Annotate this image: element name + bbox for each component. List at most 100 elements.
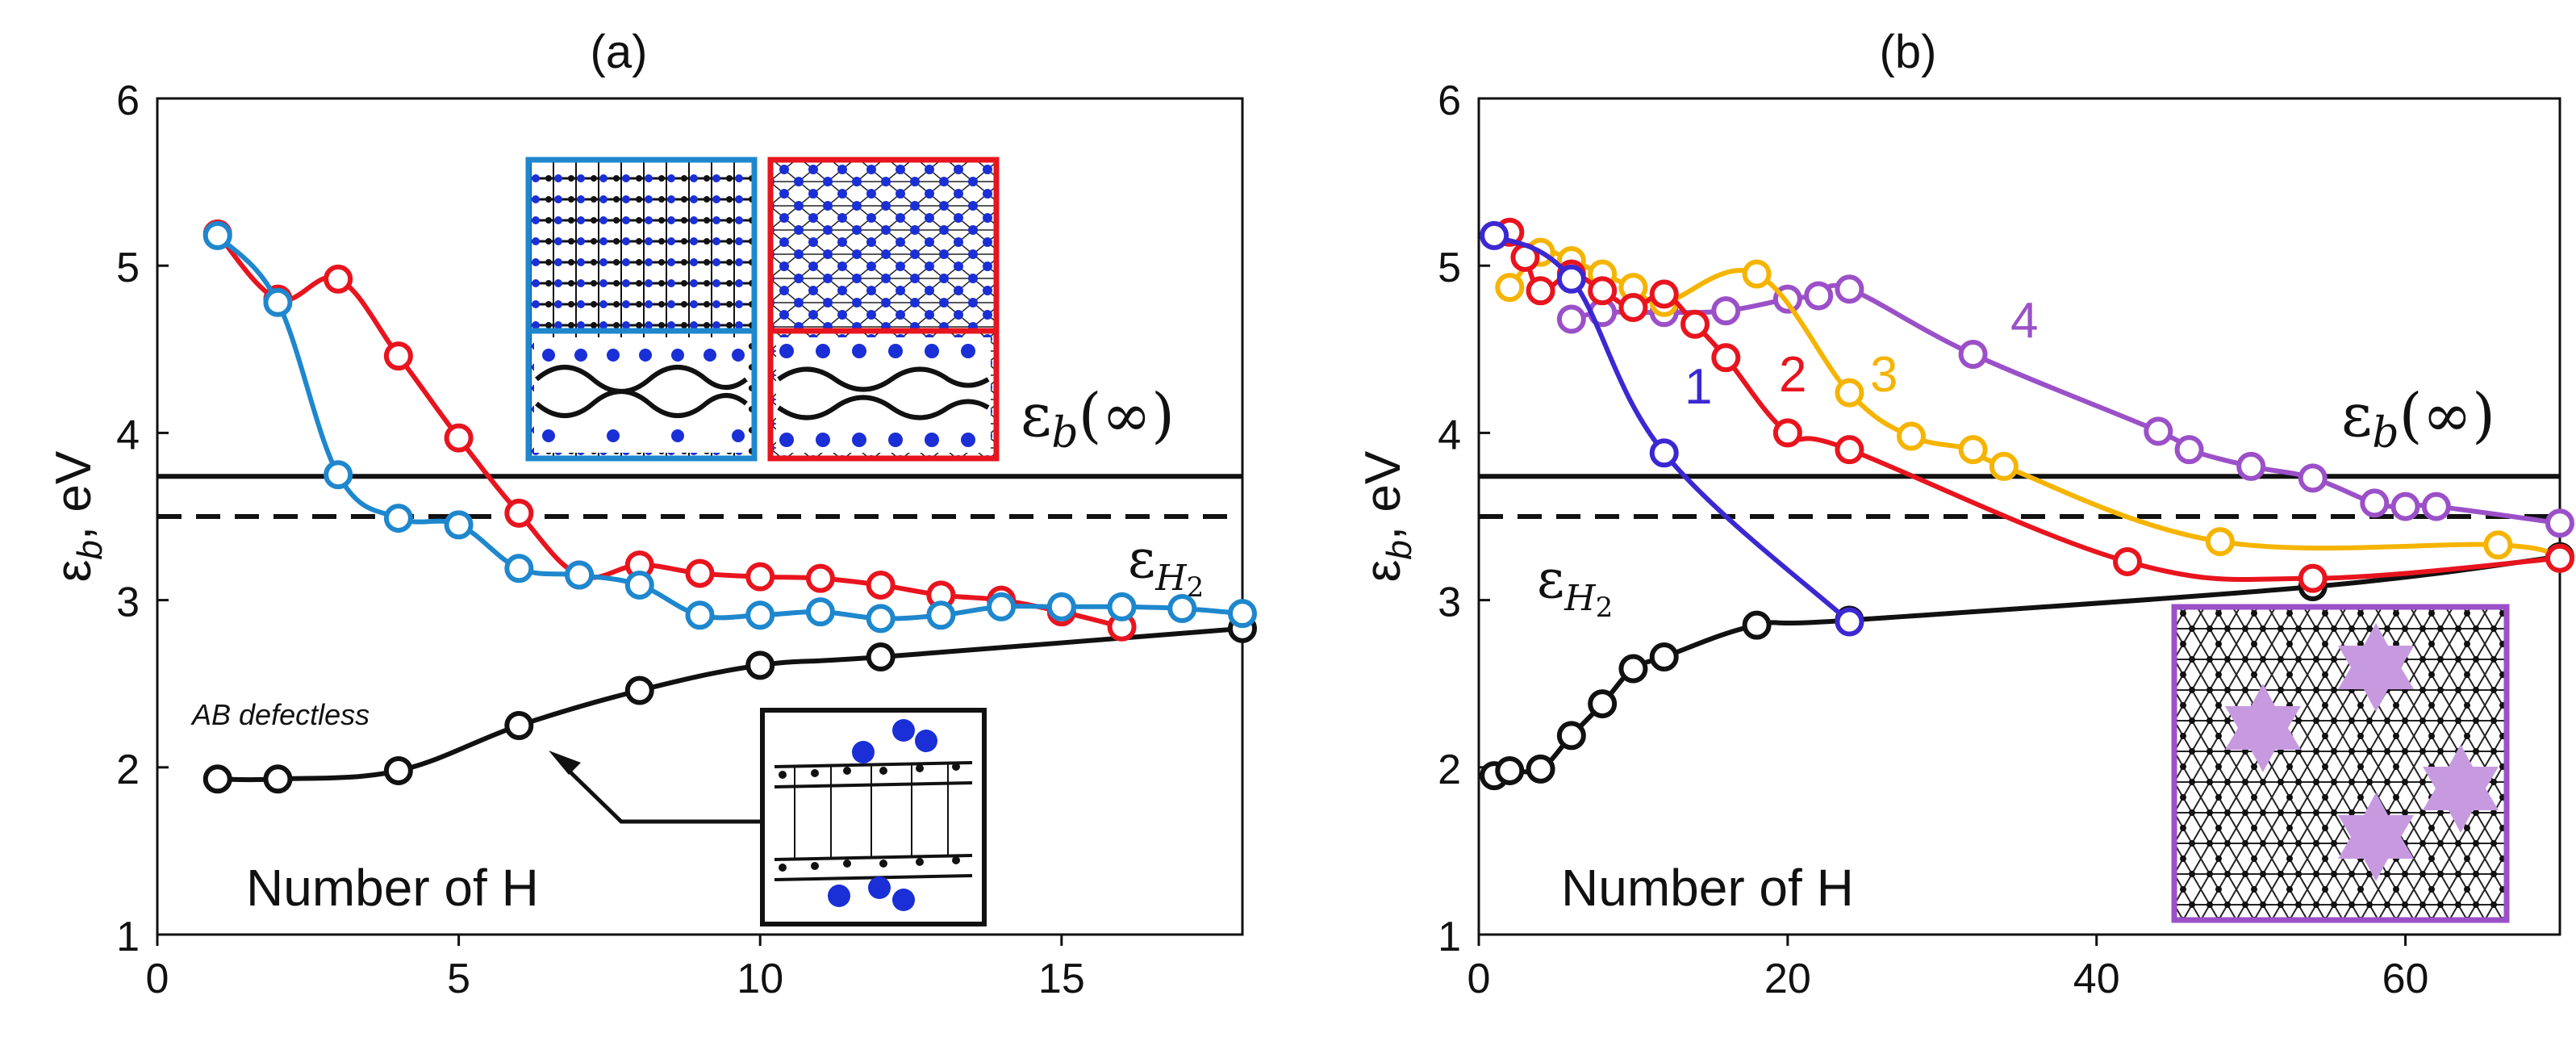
data-point-4 — [2298, 463, 2328, 493]
y-tick-label: 6 — [116, 77, 140, 124]
data-point-blue — [987, 592, 1017, 621]
data-point-black — [1742, 610, 1772, 640]
data-point-4 — [1711, 296, 1741, 326]
panel-a-y-ticks: 1 2 3 4 5 6 — [116, 77, 169, 960]
y-tick-label: 1 — [1438, 914, 1461, 960]
data-point-4 — [2390, 491, 2420, 521]
panel-a-series — [202, 219, 1257, 794]
data-point-black — [745, 650, 775, 680]
data-point-1 — [1556, 264, 1586, 294]
panel-b-series — [1480, 217, 2574, 791]
panel-a-eh2-label: εH2 — [1128, 528, 1204, 604]
panel-b-y-axis-label: εb, eV — [1355, 450, 1419, 582]
data-point-blue — [324, 460, 353, 490]
data-point-black — [1649, 642, 1679, 672]
data-point-blue — [1107, 592, 1137, 621]
y-tick-label: 4 — [116, 412, 140, 458]
panel-a-annotation: AB defectless — [190, 698, 369, 731]
panel-a-eb-infinity-label: εb(∞) — [1021, 381, 1175, 458]
y-tick-label: 5 — [1438, 245, 1461, 291]
data-point-blue — [805, 597, 835, 627]
x-tick-label: 10 — [737, 956, 783, 1002]
x-tick-label: 20 — [1764, 956, 1811, 1002]
data-point-red — [805, 563, 835, 593]
data-point-blue — [565, 560, 595, 590]
data-point-2 — [1649, 279, 1679, 309]
data-point-black — [504, 711, 534, 740]
data-point-red — [745, 562, 775, 592]
data-point-4 — [2144, 416, 2173, 446]
data-point-2 — [2113, 546, 2142, 576]
series-label-4: 4 — [2010, 293, 2038, 349]
data-point-3 — [1742, 259, 1772, 289]
panel-b-x-axis-label: Number of H — [1561, 859, 1854, 917]
x-tick-label: 0 — [146, 956, 169, 1002]
y-tick-label: 4 — [1438, 412, 1461, 458]
panel-b: (b) 1 2 3 4 5 6 0 20 40 60 εb, eV εb(∞) εH2 Numb… — [1355, 26, 2574, 1002]
x-tick-label: 15 — [1038, 956, 1085, 1002]
panel-a-inset-red — [767, 157, 1000, 462]
data-point-3 — [1989, 451, 2019, 481]
panel-b-eh2-label: εH2 — [1537, 548, 1613, 624]
data-point-4 — [2360, 488, 2390, 518]
data-point-black — [1588, 689, 1618, 719]
panel-a-x-axis-label: Number of H — [246, 859, 539, 917]
data-point-black — [866, 642, 896, 672]
data-point-black — [1556, 721, 1586, 751]
panel-b-x-ticks: 0 20 40 60 — [1468, 935, 2429, 1002]
data-point-3 — [1958, 435, 1988, 465]
data-point-1 — [1480, 220, 1509, 250]
panel-a-title: (a) — [591, 26, 648, 78]
data-point-4 — [1958, 340, 1988, 370]
data-point-4 — [2236, 451, 2266, 481]
y-tick-label: 5 — [116, 245, 140, 291]
data-point-blue — [202, 220, 232, 250]
data-point-3 — [2205, 527, 2235, 557]
panel-b-inset-kagome — [2171, 604, 2510, 923]
data-point-black — [263, 764, 293, 794]
panel-a-arrow — [563, 765, 762, 824]
data-point-1 — [1835, 607, 1864, 637]
y-tick-label: 3 — [116, 579, 140, 626]
data-point-4 — [2545, 508, 2574, 538]
x-tick-label: 60 — [2382, 956, 2429, 1002]
data-point-2 — [2545, 543, 2574, 573]
x-tick-label: 0 — [1468, 956, 1491, 1002]
data-point-3 — [1897, 421, 1926, 451]
panel-a-inset-ab-structure — [760, 708, 987, 926]
panel-a-inset-blue — [525, 157, 758, 462]
data-point-red — [866, 570, 896, 600]
x-tick-label: 5 — [447, 956, 470, 1002]
data-point-red — [504, 498, 534, 528]
data-point-2 — [2298, 563, 2328, 593]
y-tick-label: 1 — [116, 914, 140, 960]
x-tick-label: 40 — [2073, 956, 2120, 1002]
panel-a-x-ticks: 0 5 10 15 — [146, 935, 1085, 1002]
data-point-2 — [1711, 343, 1741, 373]
y-tick-label: 2 — [1438, 747, 1461, 793]
series-label-2: 2 — [1779, 347, 1806, 403]
data-point-blue — [1046, 592, 1076, 621]
data-point-black — [202, 764, 232, 794]
data-point-black — [383, 755, 413, 785]
data-point-blue — [745, 600, 775, 630]
data-point-4 — [1556, 304, 1586, 334]
data-point-black — [1618, 654, 1648, 684]
data-point-blue — [383, 504, 413, 533]
data-point-3 — [1835, 378, 1864, 408]
data-point-blue — [1228, 599, 1257, 629]
data-point-1 — [1649, 438, 1679, 468]
panel-a-y-axis-label: εb, eV — [46, 450, 110, 582]
data-point-2 — [1680, 309, 1710, 339]
data-point-4 — [2174, 435, 2204, 465]
series-line-black — [217, 625, 1243, 783]
data-point-4 — [2421, 491, 2451, 521]
series-label-1: 1 — [1685, 359, 1712, 415]
data-point-blue — [685, 600, 715, 630]
data-point-black — [624, 675, 654, 705]
data-point-2 — [1526, 276, 1555, 306]
y-tick-label: 2 — [116, 747, 140, 793]
series-line-1 — [1493, 233, 1852, 624]
data-point-red — [324, 264, 353, 294]
